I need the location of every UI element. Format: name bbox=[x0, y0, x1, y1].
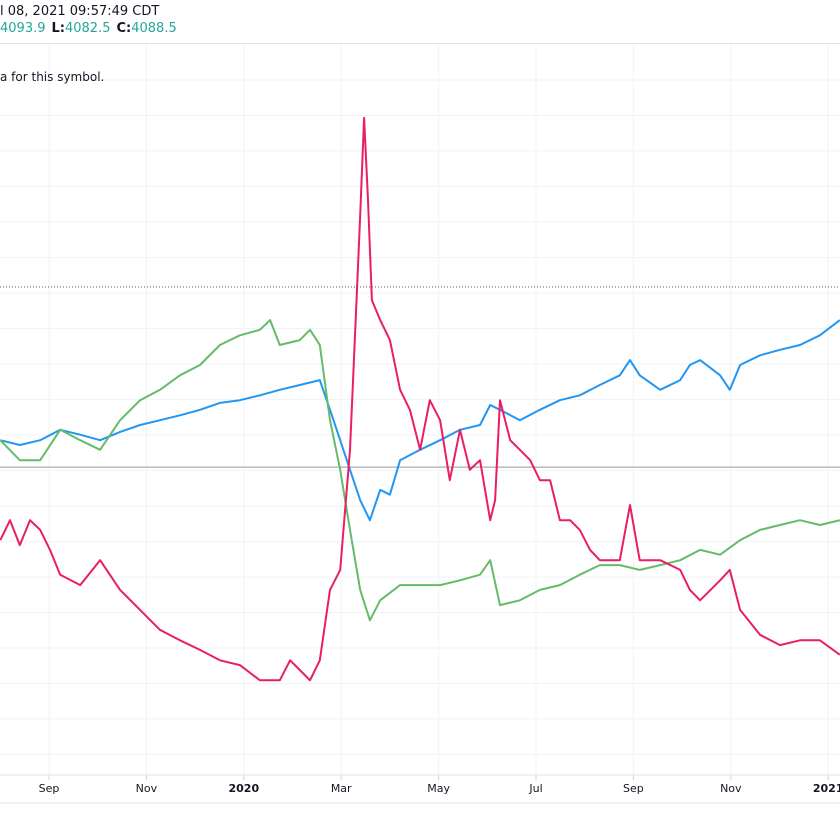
no-data-note: a for this symbol. bbox=[0, 70, 105, 84]
header-datetime: l 08, 2021 09:57:49 CDT bbox=[0, 4, 160, 19]
x-tick-label: May bbox=[427, 782, 450, 795]
ohlc-high-value: 4093.9 bbox=[0, 21, 46, 36]
x-tick-label: Mar bbox=[331, 782, 352, 795]
ohlc-close-value: 4088.5 bbox=[131, 21, 177, 36]
x-tick-label: Sep bbox=[39, 782, 60, 795]
header-divider bbox=[0, 43, 840, 44]
x-tick-label: Nov bbox=[136, 782, 158, 795]
series-line-blue bbox=[0, 319, 840, 522]
x-tick-label: 2020 bbox=[228, 782, 259, 795]
ohlc-close-label: C: bbox=[116, 21, 132, 36]
series-line-red bbox=[0, 116, 840, 682]
x-tick-label: Jul bbox=[528, 782, 542, 795]
x-tick-label: Nov bbox=[720, 782, 742, 795]
x-tick-label: 2021 bbox=[813, 782, 840, 795]
ohlc-readout: 4093.9 L:4082.5 C:4088.5 bbox=[0, 21, 183, 36]
x-tick-label: Sep bbox=[623, 782, 644, 795]
ohlc-low-value: 4082.5 bbox=[64, 21, 111, 36]
series-line-green bbox=[0, 319, 840, 622]
ohlc-low-label: L: bbox=[51, 21, 65, 36]
